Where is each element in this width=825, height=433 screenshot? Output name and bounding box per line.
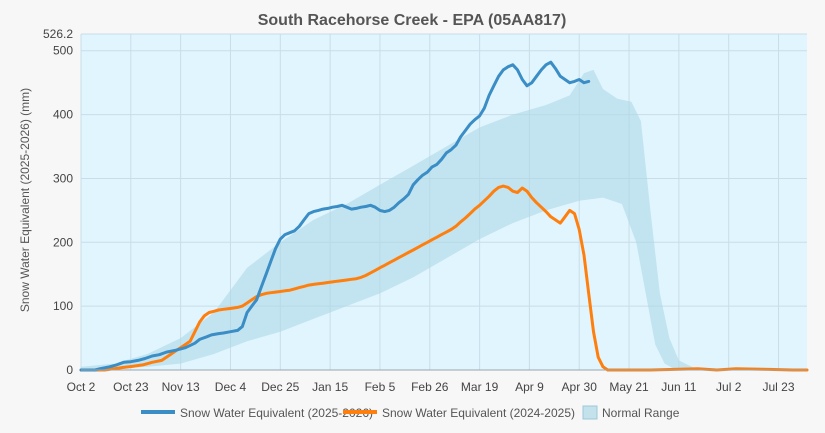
- legend-label-swe-2024-2025: Snow Water Equivalent (2024-2025): [382, 406, 575, 420]
- x-tick-label: Jun 11: [661, 380, 696, 394]
- x-tick-label: Mar 19: [461, 380, 499, 394]
- y-tick-label: 500: [53, 44, 73, 58]
- x-tick-label: Jan 15: [312, 380, 348, 394]
- x-tick-label: Jul 2: [716, 380, 742, 394]
- x-tick-label: May 21: [609, 380, 649, 394]
- plot-area: 0 100 200 300 400 500 526.2 Oct 2 Oct 23 Nov 13 De…: [43, 27, 809, 394]
- x-tick-label: Dec 25: [261, 380, 299, 394]
- x-tick-label: Nov 13: [162, 380, 200, 394]
- x-tick-label: Apr 30: [562, 380, 598, 394]
- x-tick-label: Dec 4: [215, 380, 247, 394]
- legend-label-swe-2025-2026: Snow Water Equivalent (2025-2026): [180, 406, 373, 420]
- x-tick-label: Apr 9: [515, 380, 544, 394]
- y-tick-label: 0: [66, 363, 73, 377]
- y-max-label: 526.2: [43, 27, 73, 41]
- legend-item-swe-2025-2026[interactable]: Snow Water Equivalent (2025-2026): [141, 406, 373, 420]
- y-tick-label: 100: [53, 299, 73, 313]
- series-line-swe-2024-2025: [79, 184, 809, 372]
- x-tick-label: Oct 23: [113, 380, 149, 394]
- x-tick-label: Feb 26: [411, 380, 449, 394]
- legend-label-normal-range: Normal Range: [602, 406, 680, 420]
- legend-item-swe-2024-2025[interactable]: Snow Water Equivalent (2024-2025): [343, 406, 575, 420]
- legend-swatch-swe-2025-2026: [141, 410, 175, 414]
- x-tick-label: Jul 23: [763, 380, 795, 394]
- legend-swatch-swe-2024-2025: [343, 410, 377, 414]
- x-tick-label: Feb 5: [365, 380, 396, 394]
- legend-swatch-normal-range: [582, 405, 598, 420]
- legend: Snow Water Equivalent (2025-2026) Snow W…: [141, 405, 680, 420]
- y-tick-label: 300: [53, 171, 73, 185]
- series-line-swe-2025-2026: [79, 60, 591, 372]
- x-tick-label: Oct 2: [67, 380, 96, 394]
- y-tick-label: 200: [53, 235, 73, 249]
- y-tick-label: 400: [53, 108, 73, 122]
- chart-title: South Racehorse Creek - EPA (05AA817): [258, 12, 567, 29]
- y-axis-label: Snow Water Equivalent (2025-2026) (mm): [18, 88, 32, 312]
- legend-item-normal-range[interactable]: Normal Range: [582, 405, 680, 420]
